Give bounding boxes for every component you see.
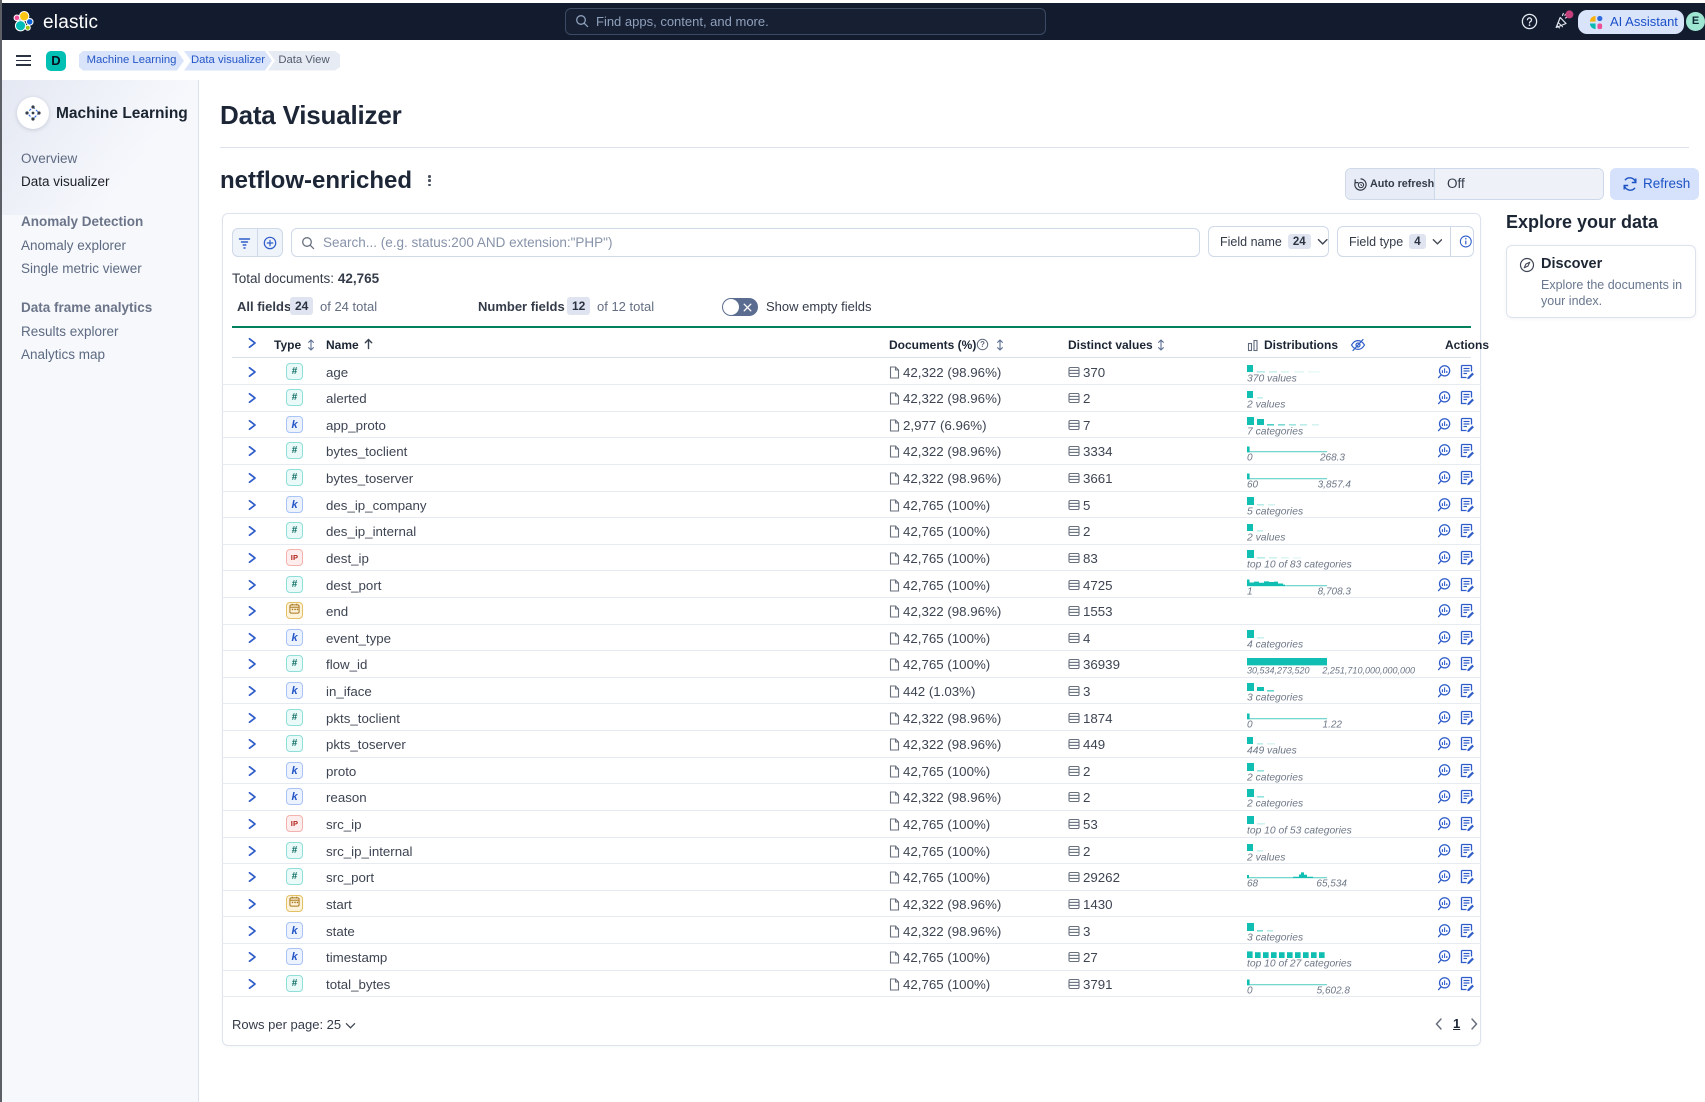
svg-text:top 10 of 83 categories: top 10 of 83 categories [1247,559,1352,570]
svg-text:60: 60 [1247,480,1259,491]
svg-text:top 10 of 27 categories: top 10 of 27 categories [1247,959,1352,970]
svg-text:8,708.3: 8,708.3 [1318,586,1352,597]
svg-text:0: 0 [1247,719,1253,730]
svg-text:2 categories: 2 categories [1247,772,1303,783]
svg-text:3 categories: 3 categories [1247,692,1303,703]
svg-text:68: 68 [1247,879,1259,890]
svg-text:5,602.8: 5,602.8 [1317,985,1351,996]
svg-text:30,534,273,520: 30,534,273,520 [1247,666,1310,676]
svg-text:0: 0 [1247,985,1253,996]
svg-text:0: 0 [1247,453,1253,464]
svg-text:449 values: 449 values [1247,746,1297,757]
svg-text:370 values: 370 values [1247,373,1297,384]
svg-text:2,251,710,000,000,000: 2,251,710,000,000,000 [1321,666,1415,676]
svg-text:2 values: 2 values [1247,400,1285,411]
svg-text:65,534: 65,534 [1316,879,1347,890]
svg-text:1: 1 [1247,586,1253,597]
svg-text:2 categories: 2 categories [1247,799,1303,810]
svg-text:2 values: 2 values [1247,852,1285,863]
svg-text:4 categories: 4 categories [1247,639,1303,650]
svg-text:top 10 of 53 categories: top 10 of 53 categories [1247,826,1352,837]
svg-text:268.3: 268.3 [1319,453,1345,464]
svg-text:7 categories: 7 categories [1247,426,1303,437]
svg-text:?: ? [980,340,985,349]
svg-text:3,857.4: 3,857.4 [1318,480,1352,491]
svg-text:5 categories: 5 categories [1247,506,1303,517]
svg-text:1.22: 1.22 [1323,719,1343,730]
svg-text:3 categories: 3 categories [1247,932,1303,943]
svg-text:2 values: 2 values [1247,533,1285,544]
